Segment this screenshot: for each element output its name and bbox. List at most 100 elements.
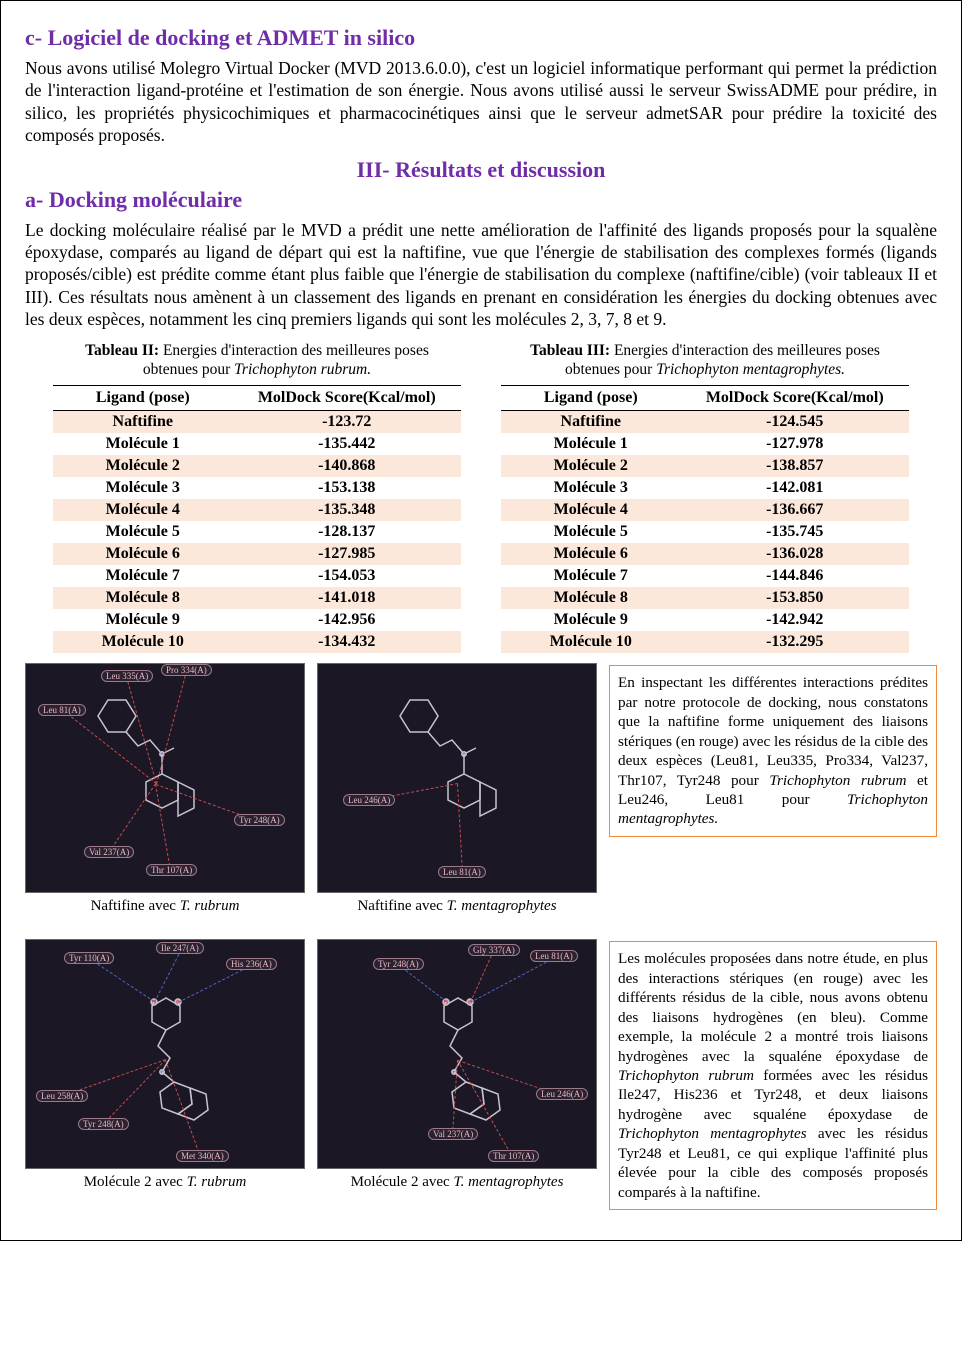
table-cell-ligand: Naftifine [53, 411, 233, 434]
table-cell-score: -136.667 [681, 499, 909, 521]
table-row: Molécule 1-135.442 [53, 433, 461, 455]
fig-mol2-rubrum: Tyr 110(A)Ile 247(A)His 236(A)Leu 258(A)… [25, 939, 305, 1210]
fig-naftifine-mentagrophytes-img: Leu 246(A) Leu 81(A) [317, 663, 597, 893]
table-cell-score: -140.868 [233, 455, 461, 477]
fig1b-cap-pre: Naftifine avec [357, 898, 446, 914]
table-cell-score: -128.137 [233, 521, 461, 543]
table-iii-caption: Tableau III: Energies d'interaction des … [511, 341, 899, 380]
fig-mol2-mentagrophytes-img: Tyr 248(A)Gly 337(A)Leu 81(A)Val 237(A)T… [317, 939, 597, 1169]
paragraph-c: Nous avons utilisé Molegro Virtual Docke… [25, 57, 937, 147]
fig-mol2-rubrum-cap: Molécule 2 avec T. rubrum [25, 1174, 305, 1191]
residue-tag: Pro 334(A) [161, 664, 212, 676]
fig-naftifine-mentagrophytes: Leu 246(A) Leu 81(A) Naftifine avec T. me… [317, 663, 597, 915]
table-row: Molécule 3-153.138 [53, 477, 461, 499]
table-cell-score: -153.138 [233, 477, 461, 499]
residue-tag: Val 237(A) [84, 846, 134, 858]
table-cell-ligand: Molécule 8 [501, 587, 681, 609]
table-cell-ligand: Molécule 4 [53, 499, 233, 521]
residue-tag: Ile 247(A) [156, 942, 204, 954]
heading-a: a- Docking moléculaire [25, 187, 937, 213]
table-ii-caption-species: Trichophyton rubrum. [234, 361, 371, 378]
table-row: Molécule 7-144.846 [501, 565, 909, 587]
fig-row-1-sidebox: En inspectant les différentes interactio… [609, 665, 937, 837]
table-cell-ligand: Molécule 3 [501, 477, 681, 499]
table-cell-score: -123.72 [233, 411, 461, 434]
residue-tag: Tyr 248(A) [373, 958, 424, 970]
table-iii-block: Tableau III: Energies d'interaction des … [501, 341, 909, 654]
table-cell-score: -127.985 [233, 543, 461, 565]
fig1a-cap-it: T. rubrum [180, 898, 240, 914]
paragraph-a: Le docking moléculaire réalisé par le MV… [25, 219, 937, 331]
fig-naftifine-rubrum: Leu 335(A) Pro 334(A) Leu 81(A) Val 237(A) T… [25, 663, 305, 915]
residue-tag: Tyr 248(A) [78, 1118, 129, 1130]
table-iii-caption-bold: Tableau III: [530, 342, 610, 359]
fig-mol2-mentagrophytes: Tyr 248(A)Gly 337(A)Leu 81(A)Val 237(A)T… [317, 939, 597, 1210]
table-row: Molécule 10-134.432 [53, 631, 461, 653]
table-row: Molécule 2-140.868 [53, 455, 461, 477]
table-row: Molécule 6-127.985 [53, 543, 461, 565]
table-cell-ligand: Molécule 1 [501, 433, 681, 455]
table-cell-ligand: Molécule 1 [53, 433, 233, 455]
table-row: Molécule 6-136.028 [501, 543, 909, 565]
fig-row-1: Leu 335(A) Pro 334(A) Leu 81(A) Val 237(A) T… [25, 663, 937, 915]
residue-tag: Leu 81(A) [530, 950, 578, 962]
residue-tag: Val 237(A) [428, 1128, 478, 1140]
residue-tag: Leu 335(A) [101, 670, 153, 682]
table-cell-score: -135.442 [233, 433, 461, 455]
table-row: Molécule 8-153.850 [501, 587, 909, 609]
page: c- Logiciel de docking et ADMET in silic… [0, 0, 962, 1241]
residue-tag: Leu 246(A) [536, 1088, 588, 1100]
table-cell-score: -141.018 [233, 587, 461, 609]
table-cell-ligand: Molécule 7 [53, 565, 233, 587]
heading-c: c- Logiciel de docking et ADMET in silic… [25, 25, 937, 51]
fig2a-cap-it: T. rubrum [187, 1174, 247, 1190]
residue-tag: Thr 107(A) [488, 1150, 539, 1162]
fig-mol2-rubrum-img: Tyr 110(A)Ile 247(A)His 236(A)Leu 258(A)… [25, 939, 305, 1169]
table-cell-score: -144.846 [681, 565, 909, 587]
table-cell-ligand: Molécule 9 [501, 609, 681, 631]
table-row: Molécule 4-136.667 [501, 499, 909, 521]
tables-row: Tableau II: Energies d'interaction des m… [25, 341, 937, 654]
table-ii-block: Tableau II: Energies d'interaction des m… [53, 341, 461, 654]
table-cell-score: -127.978 [681, 433, 909, 455]
table-cell-score: -135.348 [233, 499, 461, 521]
table-ii-caption: Tableau II: Energies d'interaction des m… [63, 341, 451, 380]
table-cell-ligand: Molécule 5 [53, 521, 233, 543]
table-ii-caption-bold: Tableau II: [85, 342, 159, 359]
residue-tag: Leu 81(A) [438, 866, 486, 878]
table-ii-col1: Ligand (pose) [53, 386, 233, 411]
table-cell-score: -154.053 [233, 565, 461, 587]
residue-tag: Leu 81(A) [38, 704, 86, 716]
table-cell-ligand: Molécule 6 [53, 543, 233, 565]
table-row: Molécule 9-142.942 [501, 609, 909, 631]
residue-tag: Leu 246(A) [343, 794, 395, 806]
fig2b-cap-pre: Molécule 2 avec [351, 1174, 454, 1190]
table-cell-ligand: Molécule 5 [501, 521, 681, 543]
table-row: Molécule 8-141.018 [53, 587, 461, 609]
table-cell-score: -142.956 [233, 609, 461, 631]
table-cell-score: -132.295 [681, 631, 909, 653]
table-cell-ligand: Molécule 8 [53, 587, 233, 609]
table-cell-score: -142.942 [681, 609, 909, 631]
fig-row-2: Tyr 110(A)Ile 247(A)His 236(A)Leu 258(A)… [25, 939, 937, 1210]
fig-row-2-sidebox: Les molécules proposées dans notre étude… [609, 941, 937, 1210]
table-iii-caption-species: Trichophyton mentagrophytes. [656, 361, 845, 378]
residue-tag: Tyr 110(A) [64, 952, 114, 964]
table-cell-score: -142.081 [681, 477, 909, 499]
residue-tag: His 236(A) [226, 958, 277, 970]
table-row: Molécule 5-128.137 [53, 521, 461, 543]
table-cell-score: -136.028 [681, 543, 909, 565]
table-cell-score: -153.850 [681, 587, 909, 609]
table-cell-ligand: Molécule 3 [53, 477, 233, 499]
table-row: Molécule 4-135.348 [53, 499, 461, 521]
table-cell-score: -134.432 [233, 631, 461, 653]
table-row: Molécule 9-142.956 [53, 609, 461, 631]
residue-tag: Tyr 248(A) [234, 814, 285, 826]
fig-naftifine-rubrum-img: Leu 335(A) Pro 334(A) Leu 81(A) Val 237(A) T… [25, 663, 305, 893]
table-row: Molécule 7-154.053 [53, 565, 461, 587]
fig-naftifine-mentagrophytes-cap: Naftifine avec T. mentagrophytes [317, 898, 597, 915]
table-iii: Ligand (pose) MolDock Score(Kcal/mol) Na… [501, 385, 909, 653]
table-row: Molécule 5-135.745 [501, 521, 909, 543]
table-ii: Ligand (pose) MolDock Score(Kcal/mol) Na… [53, 385, 461, 653]
fig-mol2-mentagrophytes-cap: Molécule 2 avec T. mentagrophytes [317, 1174, 597, 1191]
